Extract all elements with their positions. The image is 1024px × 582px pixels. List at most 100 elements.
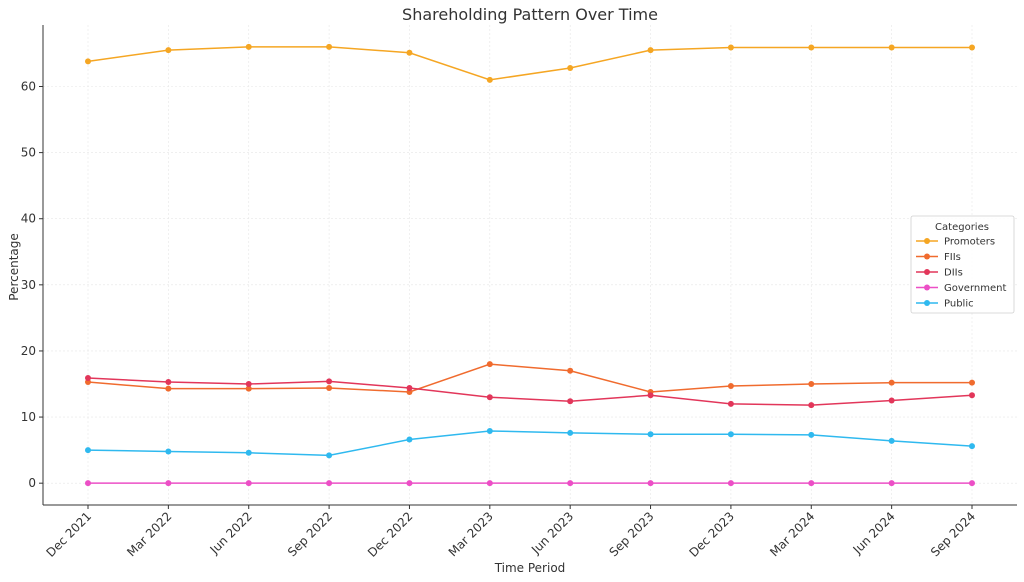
data-point-fiis	[486, 361, 493, 368]
data-point-diis	[888, 397, 895, 404]
legend: Categories Promoters FIIs DIIs Government Pu…	[910, 215, 1015, 314]
data-point-public	[647, 431, 654, 438]
series	[85, 43, 975, 487]
data-point-public	[245, 449, 252, 456]
data-point-diis	[647, 392, 654, 399]
data-point-diis	[808, 402, 815, 409]
data-point-promoters	[85, 58, 91, 65]
data-point-public	[406, 436, 413, 443]
data-point-diis	[85, 375, 91, 382]
data-point-government	[326, 480, 333, 487]
data-point-public	[567, 429, 574, 436]
data-point-diis	[406, 384, 413, 391]
series-line-public	[87, 430, 973, 457]
legend-label-public: Public	[944, 299, 974, 310]
data-point-public	[969, 443, 975, 450]
y-tick-label: 60	[21, 79, 36, 93]
data-point-promoters	[165, 47, 172, 54]
legend-marker-fiis	[924, 253, 930, 260]
y-tick-label: 0	[28, 476, 36, 490]
data-point-fiis	[245, 385, 252, 392]
series-diis	[85, 375, 975, 409]
x-tick-label: Jun 2023	[528, 509, 576, 557]
x-axis-ticks: Dec 2021 Mar 2022 Jun 2022 Sep 2022 Dec 2022…	[44, 505, 978, 560]
data-point-government	[727, 480, 734, 487]
data-point-diis	[326, 378, 333, 385]
data-point-diis	[567, 398, 574, 405]
x-tick-label: Mar 2022	[124, 509, 174, 559]
y-tick-label: 40	[21, 212, 36, 226]
grid	[43, 25, 1017, 505]
legend-label-diis: DIIs	[944, 268, 963, 279]
data-point-diis	[727, 400, 734, 407]
x-tick-label: Dec 2021	[44, 509, 95, 560]
x-axis-label: Time Period	[494, 561, 566, 575]
y-tick-label: 30	[21, 278, 36, 292]
legend-label-fiis: FIIs	[944, 252, 961, 263]
data-point-public	[326, 452, 333, 459]
data-point-promoters	[888, 44, 895, 51]
data-point-government	[406, 480, 413, 487]
series-line-diis	[87, 377, 973, 406]
data-point-fiis	[326, 384, 333, 391]
y-tick-label: 10	[21, 410, 36, 424]
data-point-public	[486, 427, 493, 434]
x-tick-label: Jun 2024	[850, 509, 898, 557]
data-point-government	[808, 480, 815, 487]
x-tick-label: Jun 2022	[207, 509, 255, 557]
data-point-government	[969, 480, 975, 487]
data-point-diis	[486, 394, 493, 401]
series-fiis	[85, 361, 975, 395]
data-point-government	[567, 480, 574, 487]
data-point-public	[727, 431, 734, 438]
series-line-promoters	[87, 46, 972, 81]
data-point-promoters	[727, 44, 734, 51]
legend-title: Categories	[935, 222, 989, 233]
x-tick-label: Dec 2023	[686, 509, 737, 560]
data-point-promoters	[326, 43, 333, 50]
series-promoters	[85, 43, 975, 83]
legend-marker-government	[924, 284, 930, 291]
data-point-public	[888, 437, 895, 444]
x-tick-label: Mar 2024	[767, 509, 817, 559]
data-point-public	[808, 431, 815, 438]
y-axis-ticks: 0 10 20 30 40 50 60	[21, 79, 43, 490]
y-tick-label: 50	[21, 146, 36, 160]
data-point-fiis	[165, 385, 172, 392]
x-tick-label: Dec 2022	[365, 509, 416, 560]
data-point-diis	[245, 381, 252, 388]
legend-marker-diis	[924, 269, 930, 275]
data-point-promoters	[486, 76, 493, 83]
data-point-promoters	[245, 43, 252, 50]
axes	[42, 25, 1017, 506]
x-tick-label: Sep 2024	[928, 509, 978, 559]
chart-title: Shareholding Pattern Over Time	[402, 5, 658, 24]
legend-label-promoters: Promoters	[944, 237, 995, 248]
series-public	[85, 427, 975, 459]
data-point-fiis	[808, 381, 815, 388]
data-point-government	[647, 480, 654, 487]
legend-marker-public	[924, 300, 930, 306]
data-point-fiis	[888, 379, 895, 386]
data-point-government	[85, 480, 91, 487]
data-point-government	[888, 480, 895, 487]
legend-marker-promoters	[924, 238, 930, 244]
x-tick-label: Mar 2023	[446, 509, 496, 559]
y-tick-label: 20	[21, 344, 36, 358]
data-point-promoters	[567, 64, 574, 71]
x-tick-label: Sep 2022	[285, 509, 335, 559]
data-point-public	[85, 447, 91, 454]
data-point-diis	[165, 379, 172, 386]
series-government	[85, 480, 975, 487]
data-point-promoters	[969, 44, 975, 51]
data-point-promoters	[647, 47, 654, 54]
data-point-fiis	[727, 382, 734, 389]
data-point-promoters	[406, 49, 413, 56]
legend-label-government: Government	[944, 283, 1006, 294]
data-point-government	[486, 480, 493, 487]
x-tick-label: Sep 2023	[606, 509, 656, 559]
data-point-government	[245, 480, 252, 487]
data-point-government	[165, 480, 172, 487]
data-point-fiis	[969, 379, 975, 386]
